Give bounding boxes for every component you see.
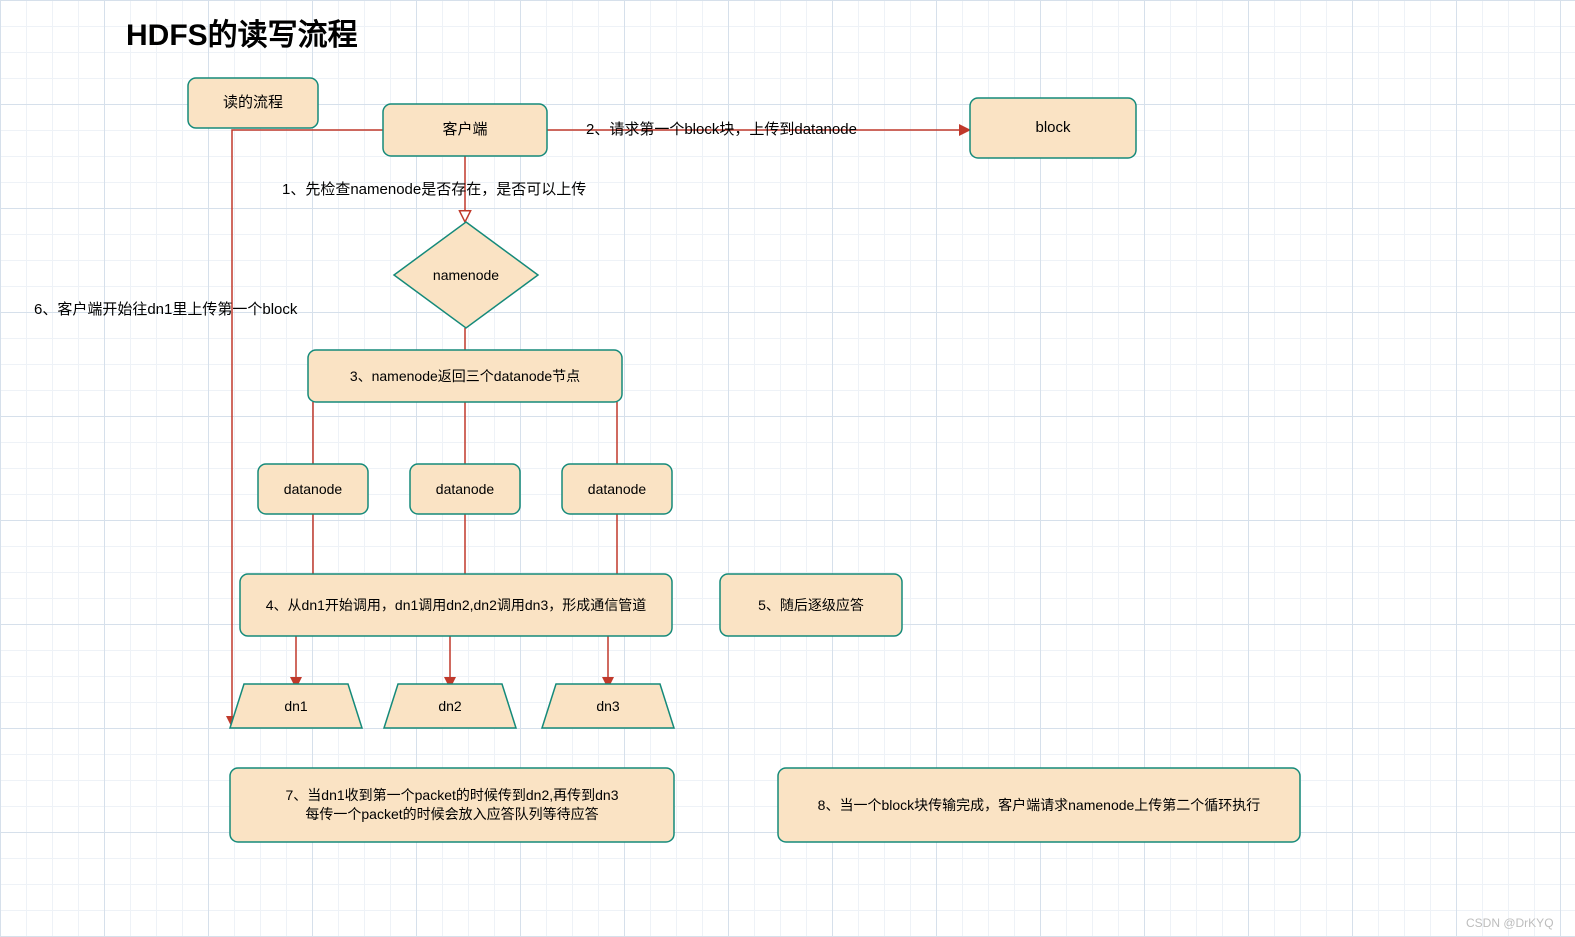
node-label-client: 客户端 [383,104,547,156]
node-label-step7: 7、当dn1收到第一个packet的时候传到dn2,再传到dn3 每传一个pac… [230,768,674,842]
node-label-namenode: namenode [394,222,538,328]
label-l2: 2、请求第一个block块，上传到datanode [586,118,857,139]
node-label-dn_b: datanode [410,464,520,514]
node-label-dn_a: datanode [258,464,368,514]
node-label-dn1: dn1 [230,684,362,728]
label-l6: 6、客户端开始往dn1里上传第一个block [34,298,297,319]
diagram-title: HDFS的读写流程 [126,10,358,54]
node-label-read_flow: 读的流程 [188,78,318,128]
node-label-step8: 8、当一个block块传输完成，客户端请求namenode上传第二个循环执行 [778,768,1300,842]
node-label-step5: 5、随后逐级应答 [720,574,902,636]
flowchart-canvas: HDFS的读写流程 读的流程客户端 block namenode 3、namenode… [0,0,1575,937]
node-label-step4: 4、从dn1开始调用，dn1调用dn2,dn2调用dn3，形成通信管道 [240,574,672,636]
label-l1: 1、先检查namenode是否存在，是否可以上传 [282,178,586,199]
node-label-dn_c: datanode [562,464,672,514]
watermark: CSDN @DrKYQ [1466,916,1554,930]
node-label-dn2: dn2 [384,684,516,728]
node-label-block: block [970,98,1136,158]
node-label-step3: 3、namenode返回三个datanode节点 [308,350,622,402]
node-label-dn3: dn3 [542,684,674,728]
